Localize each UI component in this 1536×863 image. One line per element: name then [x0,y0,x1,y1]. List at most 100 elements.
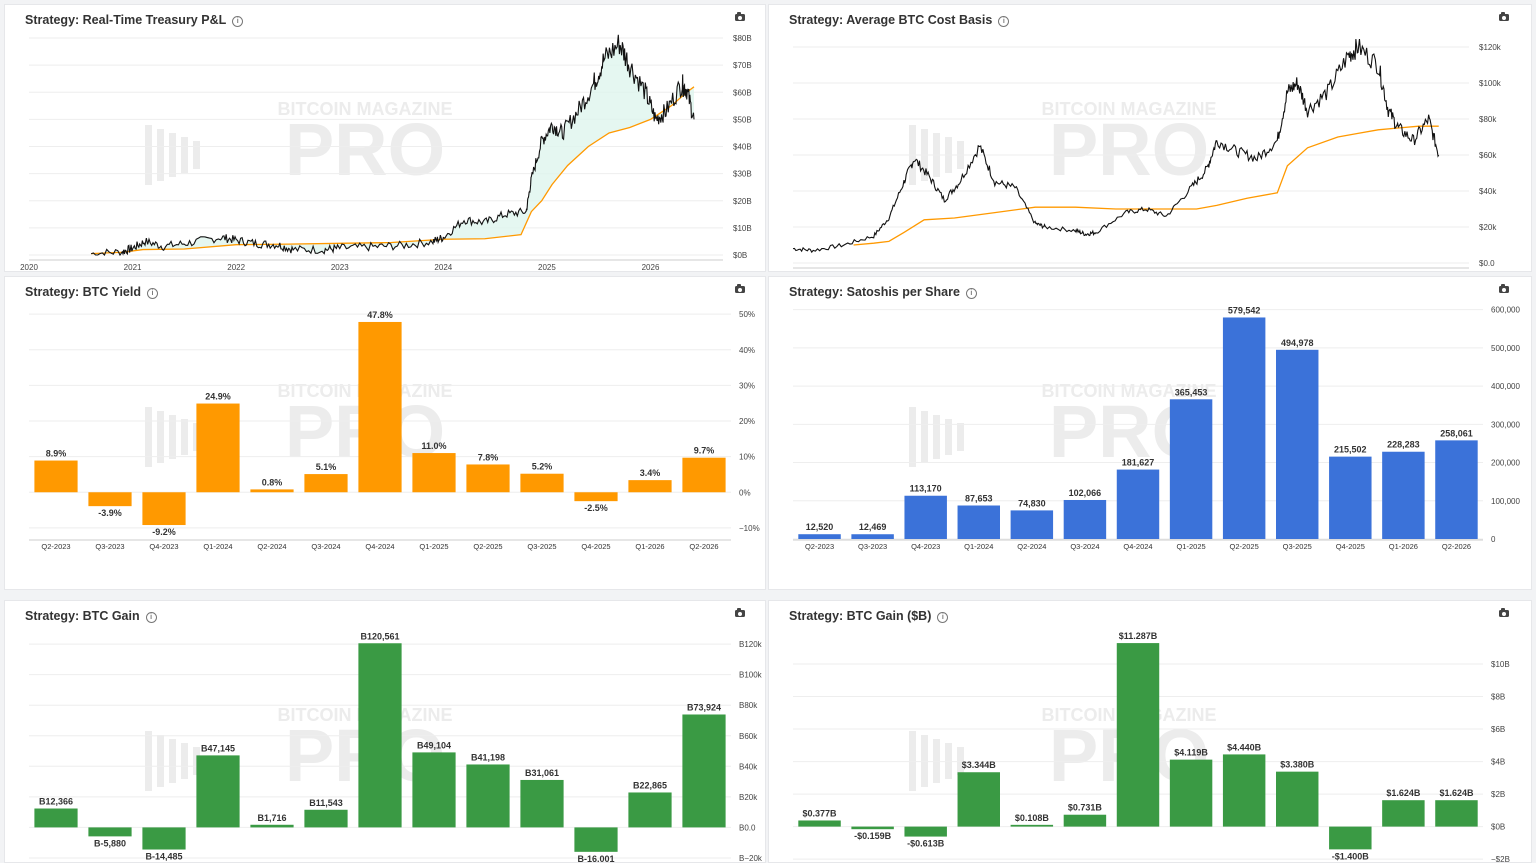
x-tick-label: Q1-2025 [419,542,448,551]
x-tick-label: 2023 [1087,271,1105,272]
series-line-holdings_value [90,34,695,257]
data-label: B11,543 [309,798,343,808]
bar [851,826,894,830]
x-tick-label: Q2-2024 [1017,542,1046,551]
info-icon[interactable]: i [937,612,949,623]
data-label: $0.731B [1068,803,1103,813]
data-label: 228,283 [1387,440,1420,450]
chart-title: Strategy: BTC Gain i [25,609,157,623]
data-label: 113,170 [910,484,942,494]
bar [957,505,1000,539]
bar [957,772,1000,827]
watermark-logo-bar [945,419,952,455]
chart-sats-per-share: BITCOIN MAGAZINEPRO600,000500,000400,000… [793,305,1520,551]
y-tick-label: $50B [733,115,752,124]
bar [1222,317,1266,539]
camera-icon[interactable] [735,12,745,21]
x-tick-label: 2026 [1389,271,1407,272]
bar [798,820,841,827]
camera-icon[interactable] [735,284,745,293]
data-label: B1,716 [257,813,286,823]
camera-icon[interactable] [1499,284,1509,293]
panel-sats-per-share: Strategy: Satoshis per Share i BITCOIN MA… [768,276,1532,590]
bar [1435,800,1478,827]
info-icon[interactable]: i [147,288,158,299]
x-tick-label: Q2-2025 [473,542,502,551]
x-tick-label: Q3-2023 [858,542,887,551]
watermark-logo-bar [157,735,164,787]
watermark-text: BITCOIN MAGAZINE [278,99,453,119]
data-label: B47,145 [201,743,235,753]
bar [34,808,78,828]
y-tick-label: 500,000 [1491,344,1520,353]
bar [142,827,186,850]
data-label: B-16,001 [577,854,614,863]
y-tick-label: $4B [1491,758,1505,767]
data-label: 494,978 [1281,338,1314,348]
watermark-logo-bar [145,407,152,467]
x-tick-label: 2020 [20,263,38,272]
x-tick-label: Q1-2024 [203,542,232,551]
camera-icon[interactable] [1499,608,1509,617]
camera-icon[interactable] [735,608,745,617]
y-tick-label: $8B [1491,693,1505,702]
bar [250,824,294,828]
data-label: 5.2% [532,462,553,472]
x-tick-label: Q4-2023 [911,542,940,551]
panel-treasury-pnl: Strategy: Real-Time Treasury P&L i BITCOI… [4,4,766,272]
y-tick-label: $80B [733,34,752,43]
x-tick-label: Q3-2023 [95,542,124,551]
bar [88,492,132,507]
camera-icon[interactable] [1499,12,1509,21]
info-icon[interactable]: i [145,612,157,623]
data-label: 24.9% [205,392,231,402]
panel-cost-basis: Strategy: Average BTC Cost Basis i BITCOI… [768,4,1532,272]
series-line-btc_price [792,38,1440,254]
info-icon[interactable]: i [998,16,1010,27]
y-tick-label: 40% [739,346,755,355]
bar [798,534,841,539]
data-label: $0.108B [1015,813,1050,823]
y-tick-label: B0.0 [739,823,756,832]
y-tick-label: 0% [739,488,751,497]
watermark-logo-bar [933,739,940,783]
y-tick-label: $6B [1491,725,1505,734]
bar [1010,824,1054,827]
bar [682,714,726,828]
data-label: B41,198 [471,752,505,762]
x-tick-label: Q4-2023 [149,542,178,551]
x-tick-label: 2023 [331,263,349,272]
data-label: 8.9% [46,449,67,459]
y-tick-label: $0B [733,251,747,260]
y-tick-label: B120k [739,640,763,649]
bar [574,827,618,852]
bar [1382,451,1425,539]
bar [1063,814,1107,827]
chart-title: Strategy: BTC Gain ($B) i [789,609,949,623]
bar [412,453,456,493]
bar [466,764,510,828]
data-label: B120,561 [360,631,399,641]
info-icon[interactable]: i [965,288,977,299]
x-tick-label: 2025 [538,263,556,272]
bar [1435,440,1478,539]
bar [1329,456,1372,539]
data-label: 102,066 [1069,488,1102,498]
data-label: $0.377B [803,808,838,818]
x-tick-label: Q1-2026 [635,542,664,551]
y-tick-label: $10B [1491,660,1510,669]
series-line-cost_basis [91,86,695,255]
bar [1169,399,1213,539]
watermark-logo-bar [181,137,188,173]
bar [142,492,186,526]
data-label: B31,061 [525,768,559,778]
watermark-logo-bar [921,411,928,463]
y-tick-label: 20% [739,417,755,426]
info-icon[interactable]: i [232,16,244,27]
y-tick-label: $60B [733,88,752,97]
